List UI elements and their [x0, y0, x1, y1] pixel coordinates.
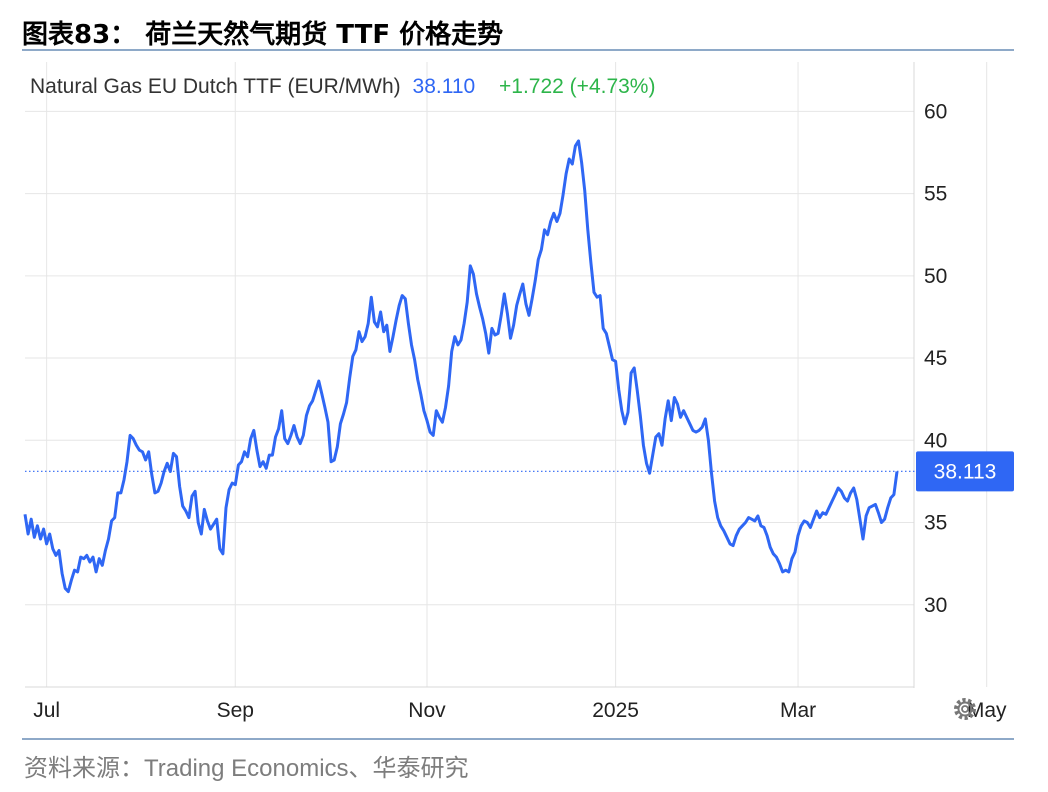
y-tick-label: 55	[924, 183, 947, 206]
instrument-name: Natural Gas EU Dutch TTF (EUR/MWh)	[30, 75, 401, 98]
ttf-price-chart: 30 35 40 45 50 55 60 Jul Sep Nov 2025 Mar May Natur…	[23, 62, 1014, 722]
x-tick-label: 2025	[592, 699, 639, 722]
y-tick-label: 40	[924, 429, 947, 452]
x-tick-label: Mar	[780, 699, 816, 722]
x-tick-label: Sep	[217, 699, 254, 722]
y-tick-label: 45	[924, 347, 947, 370]
title-divider	[22, 49, 1014, 51]
last-price: 38.110	[413, 75, 476, 98]
price-change: +1.722 (+4.73%)	[499, 75, 655, 98]
source-note: 资料来源：Trading Economics、华泰研究	[24, 755, 469, 782]
y-tick-label: 30	[924, 594, 947, 617]
y-tick-label: 50	[924, 265, 947, 288]
x-tick-label: Nov	[408, 699, 446, 722]
figure-title: 图表83： 荷兰天然气期货 TTF 价格走势	[22, 20, 504, 50]
gear-icon[interactable]	[954, 698, 976, 720]
current-price-label: 38.113	[934, 460, 997, 483]
x-tick-label: Jul	[33, 699, 60, 722]
svg-text:Natural Gas EU Dutch TTF (EUR/: Natural Gas EU Dutch TTF (EUR/MWh) 38.11…	[30, 75, 655, 98]
series-line	[23, 139, 899, 594]
y-tick-label: 35	[924, 512, 947, 535]
x-tick-label: May	[967, 699, 1007, 722]
current-price-marker: 38.113	[916, 451, 1014, 492]
y-tick-label: 60	[924, 100, 947, 123]
source-divider	[22, 738, 1014, 740]
chart-header: Natural Gas EU Dutch TTF (EUR/MWh) 38.11…	[30, 75, 655, 98]
